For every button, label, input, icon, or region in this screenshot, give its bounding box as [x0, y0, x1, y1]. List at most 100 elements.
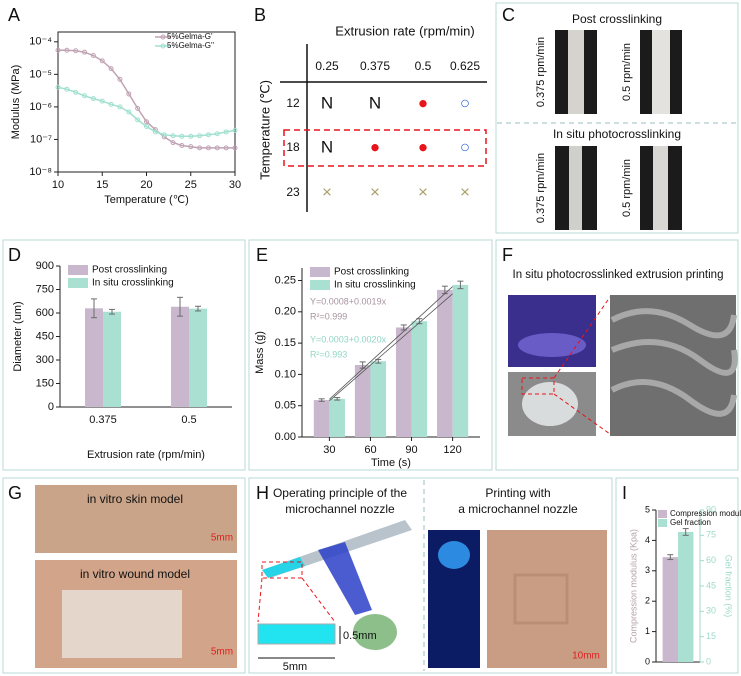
- x-axis-label: Temperature (℃): [104, 194, 189, 206]
- photo: [568, 30, 584, 114]
- bar: [452, 284, 469, 437]
- legend-swatch: [658, 510, 667, 518]
- x-tick-label: 0.375: [89, 414, 117, 426]
- point: [99, 58, 105, 64]
- photo: [518, 333, 586, 357]
- error-bar: [359, 361, 366, 369]
- panel-letter: I: [622, 483, 627, 503]
- legend-label: 5%Gelma-G'': [167, 41, 215, 50]
- bar: [189, 308, 207, 407]
- column-label: 0.625: [450, 59, 480, 73]
- legend-label: 5%Gelma-G': [167, 32, 213, 41]
- point: [170, 133, 176, 139]
- legend-swatch: [68, 278, 88, 288]
- photo: [653, 146, 668, 230]
- point: [205, 132, 211, 138]
- fit-equation: Y=0.0003+0.0020x: [310, 334, 387, 344]
- photo-label: 0.5 rpm/min: [621, 159, 633, 217]
- section-title: Post crosslinking: [572, 12, 662, 26]
- bar: [103, 311, 121, 407]
- table-cell: ×: [322, 182, 332, 201]
- panel-frame: [248, 239, 493, 471]
- table-cell: ○: [460, 93, 470, 112]
- y-tick-label: 150: [36, 377, 54, 389]
- section-title: In situ photocrosslinking: [553, 127, 681, 141]
- table-cell: N: [321, 137, 333, 156]
- error-bar: [177, 296, 183, 317]
- panel-letter: H: [256, 483, 269, 503]
- legend-label: Compression modulus: [670, 509, 741, 518]
- section-title: a microchannel nozzle: [458, 502, 578, 516]
- y-tick-label: 3: [645, 565, 650, 575]
- bar: [395, 327, 412, 437]
- panel-frame: [495, 2, 739, 234]
- fit-line: [329, 286, 453, 400]
- point: [126, 91, 132, 97]
- legend-swatch: [160, 34, 166, 40]
- y-tick-label: 600: [36, 307, 54, 319]
- column-label: 0.5: [415, 59, 432, 73]
- table-cell: ●: [418, 93, 428, 112]
- panel-frame: [615, 477, 739, 674]
- fit-r2: R²=0.993: [310, 349, 347, 359]
- photo: [513, 573, 569, 625]
- legend-label: Post crosslinking: [92, 265, 167, 276]
- highlight-box: [283, 129, 487, 167]
- bar: [85, 308, 103, 407]
- y-tick-label: 750: [36, 283, 54, 295]
- y2-tick-label: 75: [706, 530, 716, 540]
- scale-label: 5mm: [211, 647, 233, 658]
- table-title: Extrusion rate (rpm/min): [335, 23, 474, 38]
- y-tick-label: 450: [36, 330, 54, 342]
- panel-frame: [495, 239, 739, 471]
- y2-tick-label: 15: [706, 631, 716, 641]
- photo: [62, 590, 182, 658]
- x-axis-label: Extrusion rate (rpm/min): [87, 449, 205, 461]
- section-title: Operating principle of the: [273, 486, 407, 500]
- table-cell: N: [369, 93, 381, 112]
- point: [214, 131, 220, 137]
- legend-swatch: [310, 267, 330, 277]
- photo-label: 0.375 rpm/min: [535, 37, 547, 107]
- y2-tick-label: 30: [706, 606, 716, 616]
- table-cell: ×: [418, 182, 428, 201]
- y2-tick-label: 0: [706, 656, 711, 666]
- error-bar: [682, 528, 689, 536]
- point: [152, 129, 158, 135]
- photo-label: in vitro wound model: [80, 567, 190, 581]
- x-tick-label: 0.5: [181, 414, 196, 426]
- legend-label: In situ crosslinking: [334, 280, 416, 291]
- x-tick-label: 20: [140, 179, 152, 191]
- point: [205, 145, 211, 151]
- table-cell: ×: [460, 182, 470, 201]
- panel-letter: B: [254, 5, 266, 25]
- point: [82, 49, 88, 55]
- point: [214, 145, 220, 151]
- point: [223, 129, 229, 135]
- y-tick-label: 0.20: [275, 306, 296, 318]
- point: [108, 66, 114, 72]
- panel-letter: G: [8, 483, 22, 503]
- point: [179, 133, 185, 139]
- table-cell: N: [321, 93, 333, 112]
- fit-r2: R²=0.999: [310, 311, 347, 321]
- y2-axis-label: Gel fraction (%): [724, 555, 734, 618]
- bar: [313, 400, 330, 437]
- error-bar: [195, 305, 201, 312]
- point: [188, 133, 194, 139]
- zoom-line: [553, 296, 611, 379]
- row-label: 18: [286, 140, 300, 154]
- point: [73, 48, 79, 54]
- zoom-line: [301, 577, 336, 623]
- panel-frame: [2, 477, 246, 674]
- point: [197, 133, 203, 139]
- nozzle-channel: [262, 557, 305, 578]
- y2-tick-label: 60: [706, 555, 716, 565]
- y2-tick-label: 45: [706, 580, 716, 590]
- x-tick-label: 90: [405, 444, 417, 456]
- point: [55, 84, 61, 90]
- dimension-label: 0.5mm: [343, 630, 377, 642]
- photo: [438, 541, 470, 569]
- y-tick-label: 0.25: [275, 274, 296, 286]
- section-title: Printing with: [485, 486, 550, 500]
